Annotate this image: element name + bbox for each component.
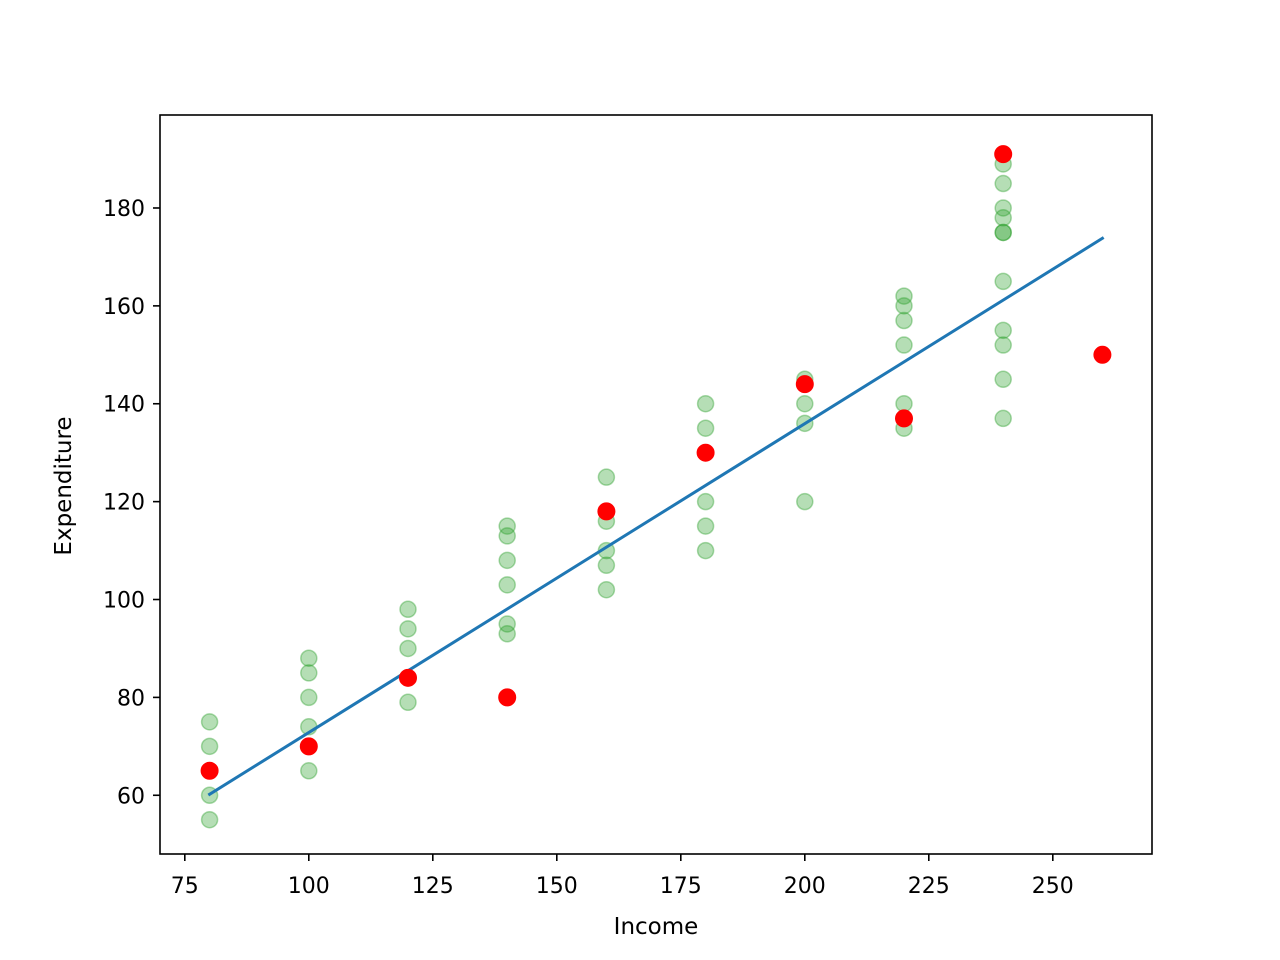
regression-line: [207, 236, 1105, 797]
observation-point: [597, 556, 616, 575]
y-tick-label: 180: [103, 197, 145, 222]
observation-point: [597, 468, 616, 486]
observation-point: [300, 762, 318, 780]
observation-point: [498, 576, 516, 594]
observation-point: [696, 541, 715, 560]
observation-point: [200, 713, 219, 731]
observation-point: [994, 370, 1012, 389]
x-axis-label: Income: [614, 914, 699, 940]
observation-point: [498, 517, 516, 535]
mean-point: [994, 145, 1013, 164]
observation-point: [696, 492, 715, 511]
observation-point: [200, 737, 219, 756]
mean-point: [597, 502, 616, 521]
x-tick-label: 125: [412, 874, 454, 899]
observation-point: [994, 272, 1012, 291]
observation-point: [498, 615, 516, 633]
observation-point: [498, 551, 516, 570]
observation-point: [994, 199, 1012, 217]
observation-point: [399, 600, 417, 619]
mean-point: [200, 761, 219, 780]
x-tick-label: 150: [536, 874, 578, 899]
observation-point: [994, 223, 1012, 242]
x-tick-label: 200: [784, 874, 826, 899]
mean-point: [299, 737, 318, 756]
observation-point: [994, 336, 1012, 354]
x-axis-ticks: 75 100 125 150 175 200 225 250: [171, 854, 1074, 899]
x-tick-label: 225: [908, 874, 950, 899]
observation-point: [597, 580, 616, 599]
y-axis-label: Expenditure: [51, 416, 77, 555]
observation-point: [399, 620, 417, 638]
observation-point: [895, 336, 913, 354]
observation-point: [994, 174, 1012, 193]
mean-point: [399, 668, 417, 687]
observation-point: [300, 688, 318, 707]
observation-point: [200, 810, 219, 829]
observation-point: [994, 223, 1012, 242]
observation-point: [796, 492, 814, 511]
regression-line-layer: [207, 236, 1105, 797]
observation-point: [895, 394, 913, 413]
y-tick-label: 80: [117, 686, 145, 711]
mean-point: [1093, 345, 1112, 364]
x-tick-label: 175: [660, 874, 702, 899]
observation-points: [200, 145, 1012, 829]
y-tick-label: 160: [103, 295, 145, 320]
mean-point: [795, 375, 814, 394]
observation-point: [498, 527, 516, 545]
y-axis-ticks: 60 80 100 120 140 160 180: [103, 197, 160, 809]
mean-point: [696, 443, 715, 462]
y-tick-label: 140: [103, 393, 145, 418]
observation-point: [399, 693, 417, 712]
y-tick-label: 100: [103, 589, 145, 614]
observation-point: [895, 311, 913, 330]
x-tick-label: 250: [1032, 874, 1074, 899]
mean-point: [498, 688, 517, 707]
observation-point: [696, 419, 715, 437]
x-tick-label: 75: [171, 874, 199, 899]
mean-points: [200, 145, 1112, 780]
x-tick-label: 100: [288, 874, 330, 899]
observation-point: [994, 321, 1012, 340]
observation-point: [895, 287, 913, 305]
observation-point: [895, 297, 913, 315]
observation-point: [696, 394, 715, 413]
mean-point: [895, 409, 913, 428]
observation-point: [399, 639, 417, 658]
observation-point: [796, 394, 814, 413]
observation-point: [696, 517, 715, 535]
observation-point: [994, 209, 1012, 227]
observation-point: [994, 409, 1012, 428]
plot-area-frame: [159, 114, 1153, 855]
observation-point: [300, 664, 318, 682]
y-tick-label: 60: [117, 784, 145, 809]
observation-point: [300, 649, 318, 667]
observation-point: [498, 625, 516, 643]
y-tick-label: 120: [103, 491, 145, 516]
